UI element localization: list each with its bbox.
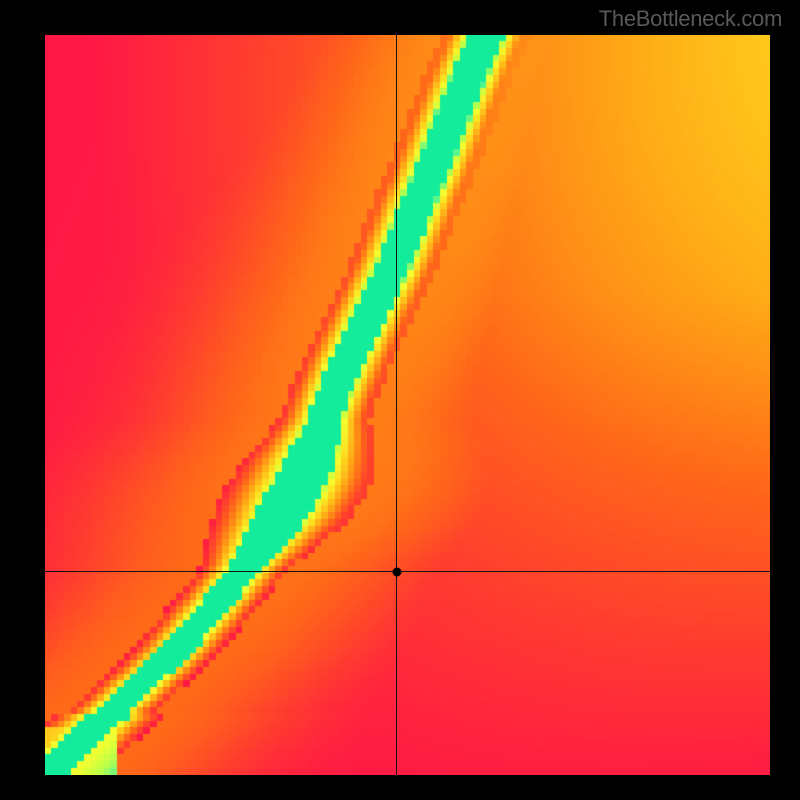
- crosshair-horizontal: [45, 571, 770, 572]
- crosshair-vertical: [396, 35, 397, 775]
- heatmap-canvas: [45, 35, 770, 775]
- bottleneck-heatmap-chart: { "watermark": "TheBottleneck.com", "can…: [0, 0, 800, 800]
- crosshair-marker: [392, 567, 401, 576]
- watermark-text: TheBottleneck.com: [599, 6, 782, 32]
